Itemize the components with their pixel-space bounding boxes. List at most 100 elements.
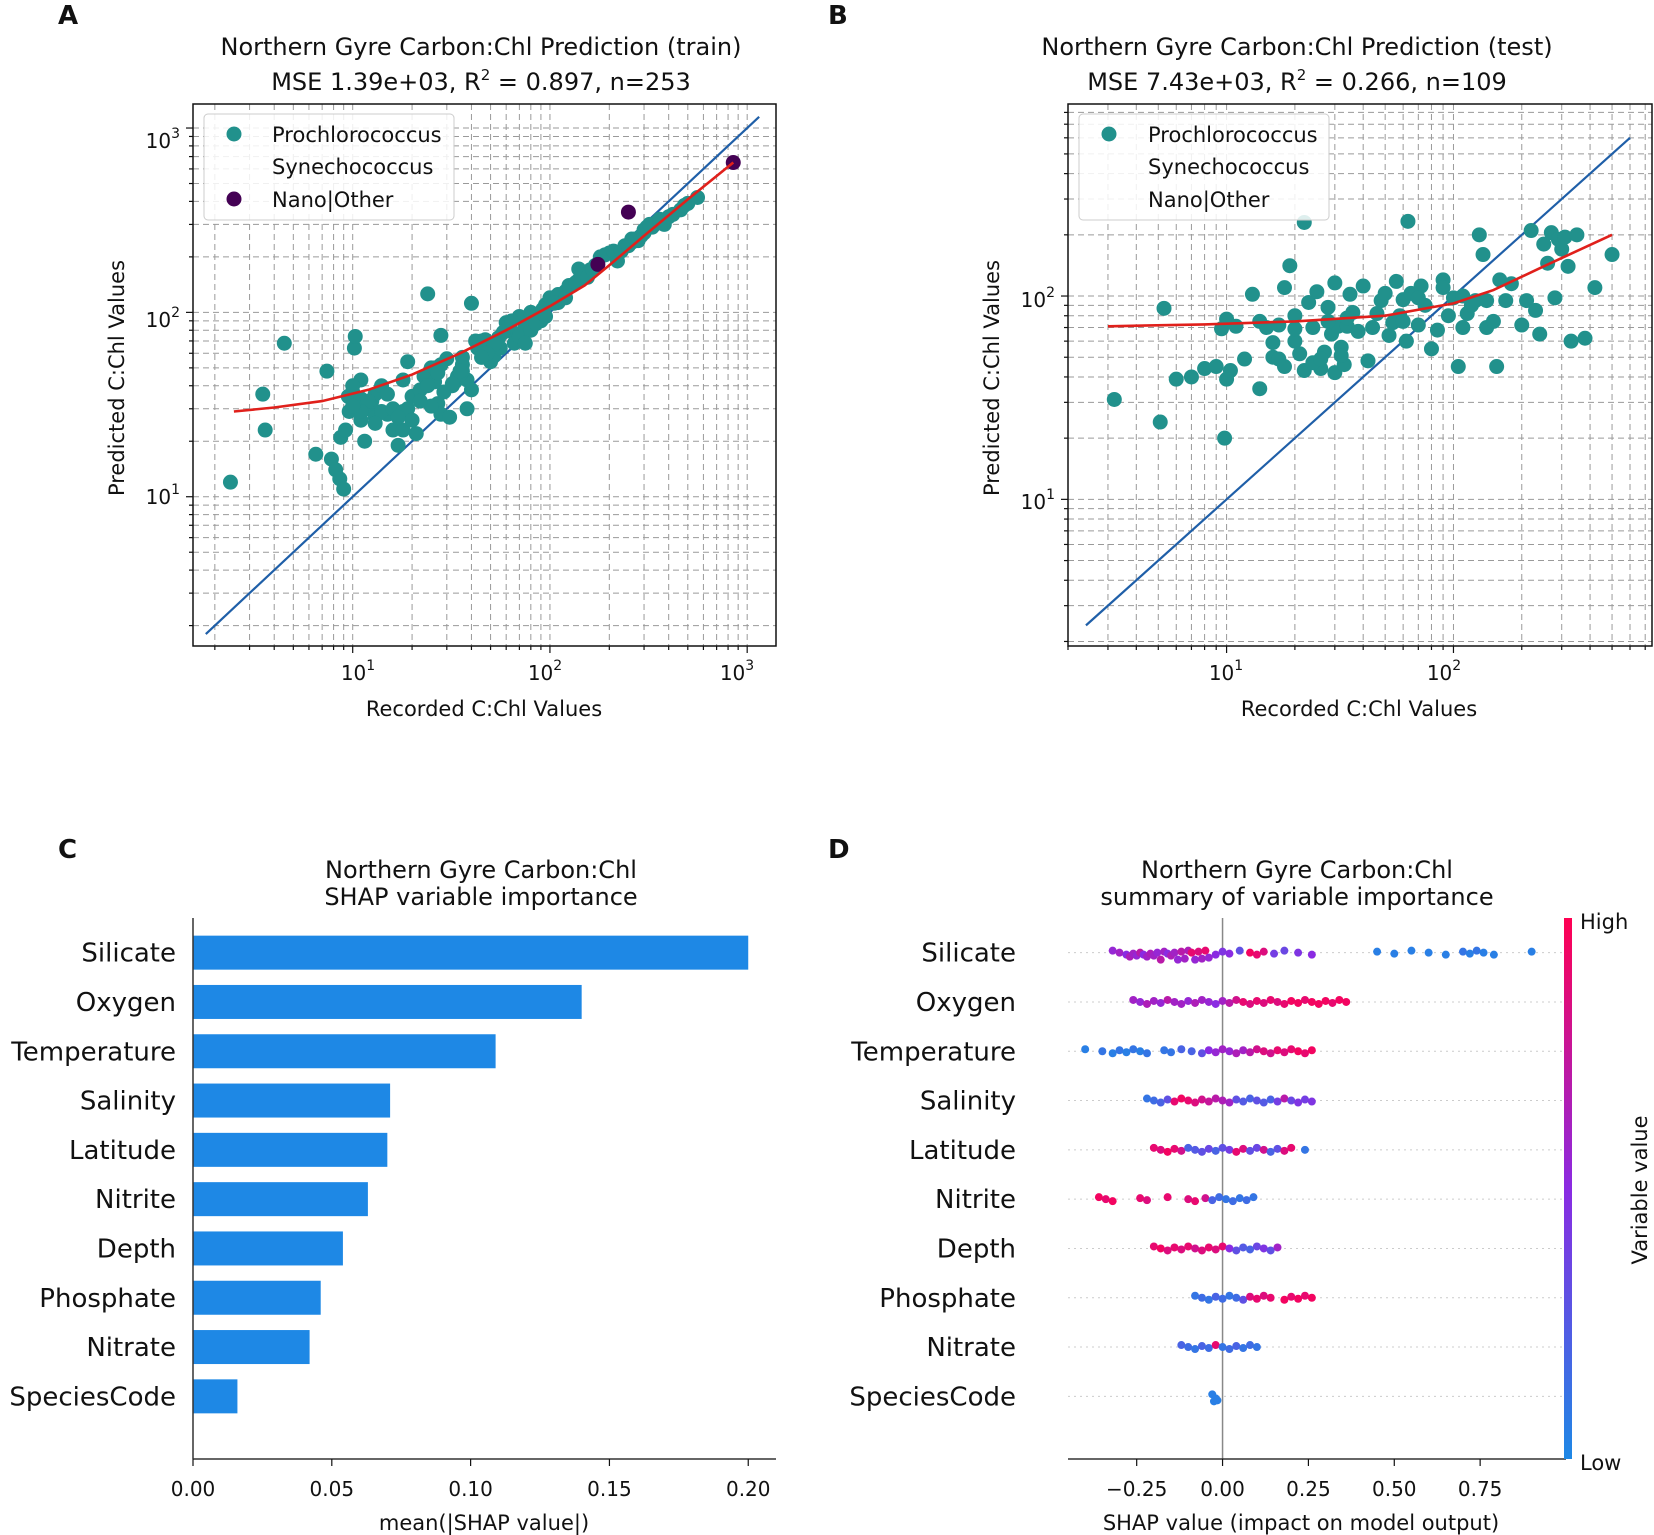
d-category-salinity: Salinity — [920, 1087, 1016, 1117]
b-point-prochlorococcus — [1489, 359, 1505, 375]
d-point-silicate — [1115, 948, 1124, 957]
d-category-speciescode: SpeciesCode — [849, 1382, 1016, 1412]
d-point-latitude — [1156, 1145, 1165, 1154]
d-point-nitrite — [1208, 1196, 1217, 1205]
d-point-silicate — [1235, 946, 1244, 955]
d-point-nitrite — [1215, 1193, 1224, 1202]
d-point-nitrite — [1136, 1194, 1145, 1203]
b-point-prochlorococcus — [1271, 351, 1287, 367]
panel-a-ylabel: Predicted C:Chl Values — [105, 260, 129, 496]
panel-a-n: n=253 — [610, 68, 691, 96]
d-point-salinity — [1149, 1096, 1158, 1105]
b-point-prochlorococcus — [1342, 286, 1358, 302]
d-point-silicate — [1246, 948, 1255, 957]
d-point-nitrate — [1246, 1341, 1255, 1350]
panel-c-xlabel: mean(|SHAP value|) — [379, 1511, 589, 1535]
b-xtick-10: 101 — [1209, 658, 1243, 685]
d-point-salinity — [1294, 1098, 1303, 1107]
a-point-prochlorococcus — [255, 386, 271, 402]
panel-a-xtick-labels: 101 102 103 — [341, 658, 754, 685]
d-point-oxygen — [1239, 997, 1248, 1006]
c-xtick-label: 0.05 — [310, 1477, 355, 1501]
panel-b-r2-eq: = — [1306, 68, 1341, 96]
d-point-phosphate — [1225, 1291, 1234, 1300]
d-point-nitrate — [1191, 1345, 1200, 1354]
b-point-prochlorococcus — [1152, 414, 1168, 430]
d-point-nitrite — [1108, 1197, 1117, 1206]
colorbar-gradient — [1564, 918, 1572, 1459]
a-point-prochlorococcus — [345, 378, 361, 394]
panel-c: Northern Gyre Carbon:Chl SHAP variable i… — [9, 856, 776, 1535]
a-point-prochlorococcus — [357, 433, 373, 449]
d-point-depth — [1156, 1244, 1165, 1253]
a-xtick-100: 102 — [528, 658, 562, 685]
d-point-salinity — [1239, 1097, 1248, 1106]
d-point-oxygen — [1136, 997, 1145, 1006]
d-point-temperature — [1129, 1045, 1138, 1054]
d-point-silicate — [1280, 946, 1289, 955]
d-point-salinity — [1300, 1095, 1309, 1104]
d-point-latitude — [1273, 1144, 1282, 1153]
d-point-latitude — [1211, 1146, 1220, 1155]
b-point-prochlorococcus — [1554, 241, 1570, 257]
legend-b-prochlorococcus: Prochlorococcus — [1148, 123, 1318, 147]
d-point-salinity — [1170, 1097, 1179, 1106]
d-point-depth — [1211, 1245, 1220, 1254]
b-point-prochlorococcus — [1528, 302, 1544, 318]
d-point-nitrite — [1191, 1197, 1200, 1206]
d-point-silicate — [1373, 947, 1382, 956]
d-point-depth — [1239, 1243, 1248, 1252]
d-point-phosphate — [1307, 1293, 1316, 1302]
d-point-silicate — [1187, 948, 1196, 957]
panel-d-ticks: −0.25 0.00 0.25 0.50 0.75 — [1106, 1459, 1502, 1501]
a-point-prochlorococcus — [367, 415, 383, 431]
d-point-depth — [1170, 1243, 1179, 1252]
panel-b-sep: , — [1410, 68, 1425, 96]
a-point-prochlorococcus — [430, 365, 446, 381]
d-point-oxygen — [1246, 999, 1255, 1008]
a-point-prochlorococcus — [347, 328, 363, 344]
panel-d: Northern Gyre Carbon:Chl summary of vari… — [849, 856, 1652, 1535]
panel-b-r2-sup: 2 — [1297, 66, 1307, 84]
d-point-nitrite — [1221, 1195, 1230, 1204]
d-point-silicate — [1170, 948, 1179, 957]
b-point-prochlorococcus — [1320, 299, 1336, 315]
c-category-temperature: Temperature — [10, 1037, 176, 1067]
a-point-prochlorococcus — [442, 409, 458, 425]
legend-a-prochlorococcus-marker — [226, 126, 242, 142]
b-point-prochlorococcus — [1252, 381, 1268, 397]
d-point-salinity — [1273, 1097, 1282, 1106]
a-fit-line — [233, 161, 735, 413]
panel-b-r2: 0.266 — [1342, 68, 1411, 96]
a-ytick-1000: 103 — [146, 126, 180, 153]
panel-b-ticks — [1061, 111, 1646, 653]
a-point-prochlorococcus — [346, 340, 362, 356]
d-point-oxygen — [1191, 998, 1200, 1007]
panel-a-ticks — [186, 127, 748, 653]
d-point-salinity — [1177, 1094, 1186, 1103]
panel-c-subtitle: SHAP variable importance — [324, 883, 637, 911]
b-point-prochlorococcus — [1388, 273, 1404, 289]
panel-a-r2-label: , R — [449, 68, 481, 96]
b-point-prochlorococcus — [1604, 247, 1620, 263]
b-point-prochlorococcus — [1365, 320, 1381, 336]
d-point-latitude — [1239, 1144, 1248, 1153]
b-point-prochlorococcus — [1259, 320, 1275, 336]
panel-d-subtitle: summary of variable importance — [1100, 883, 1493, 911]
legend-b-nano: Nano|Other — [1148, 188, 1270, 213]
d-point-temperature — [1122, 1048, 1131, 1057]
d-point-temperature — [1280, 1048, 1289, 1057]
d-point-nitrate — [1211, 1341, 1220, 1350]
a-point-prochlorococcus — [474, 349, 490, 365]
d-point-depth — [1191, 1244, 1200, 1253]
d-point-temperature — [1204, 1046, 1213, 1055]
panel-d-categories: Silicate Oxygen Temperature Salinity Latitud… — [849, 939, 1016, 1413]
panel-a-title: Northern Gyre Carbon:Chl Prediction (tra… — [221, 33, 742, 61]
bar-latitude — [193, 1132, 388, 1167]
b-point-prochlorococcus — [1423, 341, 1439, 357]
c-category-latitude: Latitude — [69, 1136, 176, 1166]
d-point-silicate — [1180, 954, 1189, 963]
a-point-prochlorococcus — [390, 437, 406, 453]
a-point-prochlorococcus — [336, 481, 352, 497]
d-point-phosphate — [1211, 1292, 1220, 1301]
